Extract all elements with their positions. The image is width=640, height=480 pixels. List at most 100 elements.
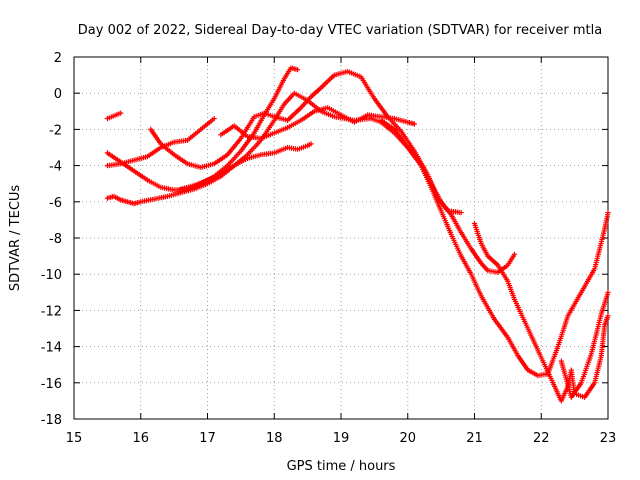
x-tick-label: 17 (199, 431, 216, 446)
data-point-marker (211, 115, 217, 122)
grid-layer (74, 57, 608, 419)
data-point-markers (438, 199, 453, 216)
data-point-markers (158, 141, 176, 156)
data-point-markers (555, 315, 570, 350)
data-point-markers (211, 153, 229, 167)
data-point-marker (605, 210, 611, 216)
data-point-markers (171, 152, 189, 166)
data-point-markers (271, 125, 289, 136)
data-point-markers (131, 168, 149, 182)
data-point-markers (505, 278, 517, 301)
x-tick-label: 21 (466, 431, 483, 446)
y-tick-label: -10 (41, 268, 62, 283)
data-point-markers (231, 123, 249, 138)
data-point-markers (331, 69, 349, 78)
data-point-markers (258, 150, 275, 158)
series-track-10 (558, 289, 611, 400)
data-point-markers (148, 126, 163, 145)
data-point-markers (568, 367, 577, 395)
data-point-markers (582, 381, 597, 400)
data-point-markers (281, 67, 293, 82)
y-tick-label: 0 (54, 87, 62, 102)
data-point-markers (365, 112, 382, 120)
data-point-markers (251, 111, 265, 120)
data-point-markers (592, 228, 607, 272)
data-point-marker (511, 251, 518, 257)
data-point-markers (578, 268, 597, 295)
data-point-markers (512, 296, 527, 322)
data-point-markers (495, 262, 510, 283)
data-point-markers (104, 111, 122, 122)
data-point-markers (565, 291, 583, 319)
data-point-markers (325, 105, 342, 117)
data-point-markers (438, 208, 453, 235)
data-point-markers (351, 113, 369, 125)
series-track-1 (104, 110, 124, 122)
data-point-markers (204, 172, 222, 183)
data-point-markers (485, 253, 499, 267)
y-tick-label: -8 (49, 232, 62, 247)
y-tick-label: -6 (49, 196, 62, 211)
data-point-markers (224, 137, 243, 158)
data-point-markers (505, 253, 516, 268)
data-point-markers (285, 106, 303, 123)
chart-title: Day 002 of 2022, Sidereal Day-to-day VTE… (78, 23, 602, 38)
data-point-markers (191, 178, 209, 189)
series-track-5 (148, 68, 464, 216)
x-tick-label: 15 (66, 431, 83, 446)
data-point-markers (318, 73, 336, 91)
data-point-markers (418, 161, 433, 185)
series-track-4 (104, 115, 217, 169)
data-point-markers (305, 142, 312, 149)
data-point-markers (448, 231, 463, 257)
data-point-markers (144, 177, 162, 189)
data-layer (104, 65, 611, 404)
series-track-8 (378, 117, 518, 275)
data-point-markers (338, 112, 355, 124)
x-tick-label: 18 (266, 431, 283, 446)
series-track-2 (104, 90, 611, 379)
data-point-markers (505, 334, 520, 357)
data-point-markers (218, 164, 236, 178)
y-tick-label: -4 (49, 160, 62, 175)
data-point-markers (308, 86, 323, 100)
ticks-layer: 15 16 17 18 19 20 21 22 2320-2-4-6-8-10-12-14-16… (41, 51, 617, 446)
data-point-markers (158, 184, 175, 193)
data-point-marker (118, 110, 124, 116)
data-point-markers (164, 190, 182, 199)
y-axis-label: SDTVAR / TECUs (8, 185, 23, 292)
data-point-markers (358, 74, 376, 100)
data-point-markers (345, 68, 362, 79)
data-point-markers (298, 95, 313, 111)
data-point-markers (378, 117, 396, 131)
data-point-markers (191, 181, 209, 192)
data-point-marker (458, 210, 464, 216)
data-point-markers (532, 340, 547, 366)
data-point-markers (285, 118, 302, 131)
data-point-markers (224, 150, 242, 169)
data-point-markers (298, 109, 316, 123)
data-point-markers (598, 291, 610, 317)
data-point-markers (448, 211, 463, 234)
y-tick-label: -18 (41, 413, 62, 428)
data-point-markers (171, 137, 189, 145)
data-point-markers (542, 362, 557, 387)
data-point-markers (184, 128, 202, 143)
data-point-marker (605, 289, 611, 295)
data-point-markers (588, 313, 604, 357)
data-point-markers (151, 194, 169, 202)
data-point-markers (198, 161, 215, 170)
data-point-markers (568, 381, 583, 400)
data-point-markers (271, 145, 289, 156)
y-tick-label: -12 (41, 304, 62, 319)
x-tick-label: 22 (533, 431, 550, 446)
data-point-markers (124, 199, 135, 206)
data-point-markers (405, 144, 423, 165)
data-point-marker (605, 313, 611, 319)
data-point-markers (111, 193, 122, 202)
data-point-markers (198, 117, 216, 132)
data-point-markers (468, 271, 483, 297)
data-point-markers (371, 96, 390, 118)
